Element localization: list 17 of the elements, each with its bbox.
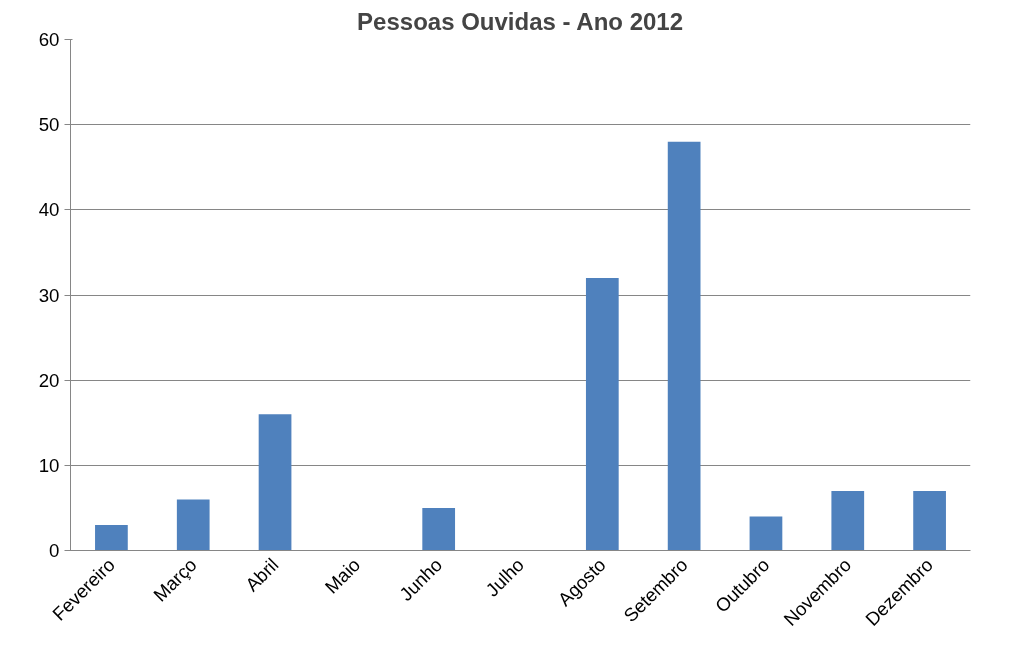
- chart-title: Pessoas Ouvidas - Ano 2012: [357, 7, 684, 35]
- bar: [176, 499, 210, 551]
- bar: [95, 524, 128, 551]
- y-tick-label: 50: [38, 114, 60, 136]
- bar: [422, 507, 456, 551]
- y-tick-label: 40: [38, 199, 60, 221]
- y-tick-label: 60: [38, 29, 60, 50]
- bar: [749, 516, 783, 551]
- bar: [585, 277, 619, 551]
- bar: [831, 490, 865, 551]
- y-tick-label: 10: [38, 454, 60, 476]
- bar: [913, 490, 946, 551]
- y-tick-label: 20: [38, 369, 60, 391]
- bar: [667, 141, 701, 551]
- y-tick-label: 0: [49, 540, 60, 561]
- y-tick-label: 30: [38, 284, 60, 306]
- bar: [258, 414, 292, 551]
